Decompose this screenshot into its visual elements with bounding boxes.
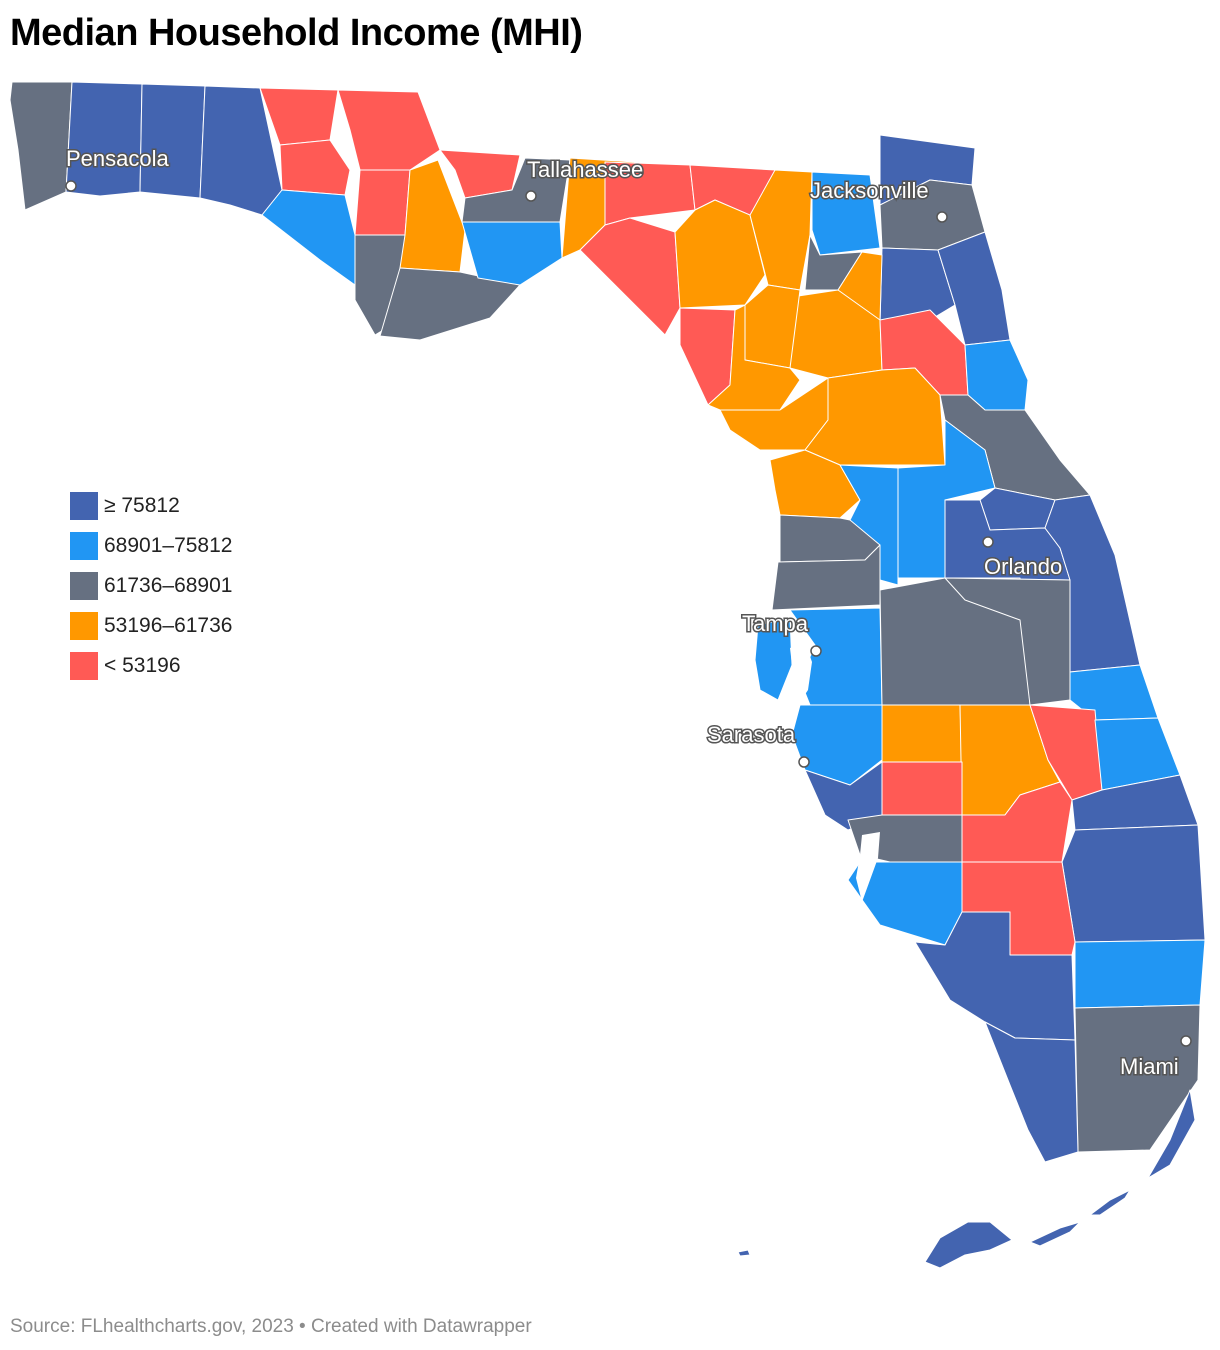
city-tallahassee[interactable]: Tallahassee (525, 156, 645, 202)
city-label: Pensacola (66, 146, 170, 171)
city-label: Orlando (984, 554, 1062, 579)
county-monroe-keys[interactable] (924, 1221, 1013, 1269)
county-dixie[interactable] (707, 304, 801, 411)
tampa-bay-water (785, 642, 812, 705)
legend: ≥ 75812 68901–75812 61736–68901 53196–61… (70, 486, 232, 686)
legend-swatch (70, 492, 98, 520)
city-jacksonville[interactable]: Jacksonville (809, 177, 948, 223)
charlotte-harbor-water (856, 832, 880, 902)
county-citrus[interactable] (769, 449, 861, 519)
county-monroe-lower-keys[interactable] (1089, 1189, 1131, 1216)
county-baker[interactable] (811, 171, 881, 256)
county-escambia[interactable] (9, 81, 73, 211)
legend-label: 68901–75812 (104, 534, 233, 557)
city-label: Sarasota (707, 722, 796, 747)
county-washington[interactable] (279, 139, 351, 196)
city-dot (810, 645, 822, 657)
legend-item: 61736–68901 (70, 566, 232, 606)
county-monroe-middle-keys[interactable] (1029, 1221, 1081, 1247)
legend-item: 68901–75812 (70, 526, 232, 566)
county-taylor[interactable] (579, 217, 681, 336)
city-markers: Pensacola Tallahassee Jacksonville Orlan… (65, 145, 1192, 1081)
county-bay[interactable] (261, 189, 356, 286)
city-dot (798, 756, 810, 768)
county-liberty[interactable] (399, 159, 466, 273)
county-jackson[interactable] (337, 89, 441, 171)
city-label: Tallahassee (527, 157, 643, 182)
legend-swatch (70, 572, 98, 600)
water-layer (785, 642, 880, 902)
county-franklin[interactable] (379, 267, 521, 341)
legend-item: 53196–61736 (70, 606, 232, 646)
county-layer (9, 81, 1206, 1269)
city-dot (525, 190, 537, 202)
legend-label: < 53196 (104, 654, 181, 677)
county-flagler[interactable] (964, 339, 1029, 411)
county-monroe-mainland[interactable] (984, 1021, 1079, 1163)
county-okaloosa[interactable] (139, 83, 206, 199)
legend-swatch (70, 612, 98, 640)
city-label: Tampa (742, 611, 809, 636)
legend-label: ≥ 75812 (104, 494, 180, 517)
city-pensacola[interactable]: Pensacola (65, 145, 171, 192)
city-label: Jacksonville (810, 178, 929, 203)
legend-item: ≥ 75812 (70, 486, 232, 526)
city-label: Miami (1120, 1054, 1179, 1079)
county-palm-beach[interactable] (1061, 824, 1206, 943)
city-miami[interactable]: Miami (1119, 1035, 1192, 1081)
legend-swatch (70, 532, 98, 560)
chart-title: Median Household Income (MHI) (10, 12, 583, 54)
county-desoto[interactable] (881, 761, 963, 816)
county-pinellas[interactable] (754, 617, 793, 701)
county-monroe-upper-keys[interactable] (1147, 1089, 1196, 1179)
city-orlando[interactable]: Orlando (982, 536, 1064, 581)
county-hardee[interactable] (881, 704, 963, 763)
city-dot (1180, 1035, 1192, 1047)
legend-item: < 53196 (70, 646, 232, 686)
legend-label: 61736–68901 (104, 574, 233, 597)
city-dot (982, 536, 994, 548)
city-sarasota[interactable]: Sarasota (706, 721, 810, 768)
legend-swatch (70, 652, 98, 680)
county-broward[interactable] (1074, 939, 1206, 1009)
county-holmes[interactable] (259, 87, 339, 146)
county-monroe-key-west[interactable] (737, 1249, 751, 1257)
county-calhoun[interactable] (354, 169, 411, 236)
county-martin[interactable] (1071, 774, 1199, 831)
county-wakulla[interactable] (461, 221, 563, 286)
city-tampa[interactable]: Tampa (741, 610, 822, 657)
county-gilchrist[interactable] (744, 284, 801, 369)
county-pasco[interactable] (771, 544, 881, 611)
county-santa-rosa[interactable] (65, 81, 143, 197)
city-dot (936, 211, 948, 223)
county-madison[interactable] (604, 161, 696, 226)
legend-label: 53196–61736 (104, 614, 233, 637)
source-footer: Source: FLhealthcharts.gov, 2023 • Creat… (10, 1316, 532, 1337)
city-dot (65, 180, 77, 192)
